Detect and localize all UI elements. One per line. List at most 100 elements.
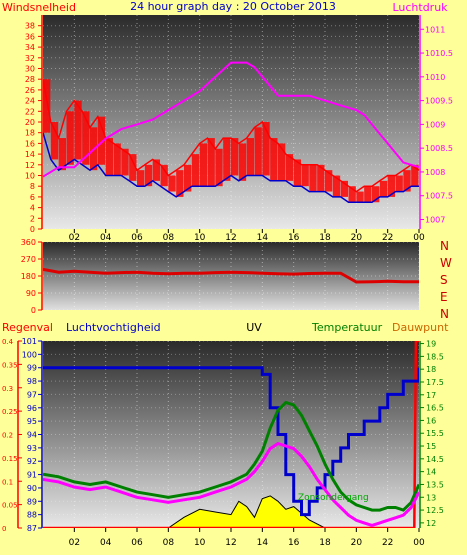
temperature-tick-label: 15 (426, 442, 436, 451)
wind-speed-bar (238, 143, 247, 181)
dewpoint-line (43, 441, 419, 527)
temperature-tick-label: 12.5 (426, 506, 444, 515)
pressure-line (43, 61, 419, 178)
wind-speed-bar (50, 122, 59, 160)
wind-speed-bar (364, 186, 372, 203)
rain-ticks: 0 0.05 0.1 0.15 0.2 0.25 0.3 0.35 0.4 (2, 338, 22, 533)
humidity-tick-label: 90 (27, 484, 37, 493)
chart-title: 24 hour graph day : 20 October 2013 (130, 0, 336, 13)
wind-speed-bar (113, 143, 121, 176)
x-tick-label: 14 (257, 538, 269, 548)
wind-direction-plot-area (43, 242, 419, 310)
x-tick-label: 06 (131, 233, 143, 243)
rain-tick-label: 0.4 (2, 338, 14, 346)
rain-tick-label: 0.05 (2, 502, 18, 510)
wind-speed-bar (137, 170, 145, 187)
rain-axis-label: Regenval (2, 321, 53, 334)
temperature-tick-label: 12 (426, 519, 436, 528)
wind-gust-line (43, 132, 419, 204)
temperature-tick-label: 19 (426, 340, 436, 349)
x-tick-label: 02 (69, 538, 80, 548)
pressure-ticks: 1007 1007.5 1008 1008.5 1009 1009.5 1010 1010.5… (420, 25, 453, 224)
wind-speed-tick-label: 14 (25, 150, 35, 159)
pressure-tick-label: 1010 (425, 73, 445, 82)
rain-tick-label: 0.25 (2, 408, 18, 416)
x-tick-label: 10 (194, 233, 206, 243)
wind-speed-bar (231, 138, 239, 176)
rain-tick-label: 0.3 (2, 385, 13, 393)
temperature-line (43, 400, 419, 512)
wind-speed-bar (309, 164, 317, 192)
wind-speed-tick-label: 20 (25, 118, 35, 127)
wind-direction-tick-label: 270 (21, 255, 36, 264)
wind-speed-bar (121, 148, 129, 176)
wind-direction-ticks: 0 90 180 270 360 (21, 238, 42, 315)
wind-direction-tick-label: 90 (26, 289, 36, 298)
x-tick-label: 04 (100, 233, 112, 243)
wind-speed-tick-label: 28 (25, 75, 35, 84)
wind-speed-bar (403, 170, 411, 192)
humidity-tick-label: 97 (27, 390, 37, 399)
x-tick-label: 22 (382, 538, 393, 548)
wind-speed-bar (152, 159, 160, 181)
uv-axis-label: UV (246, 321, 262, 334)
wind-direction-series (43, 267, 419, 284)
wind-speed-bar (74, 100, 82, 160)
wind-speed-bar (325, 170, 333, 192)
humidity-tick-label: 87 (27, 524, 37, 533)
temperature-tick-label: 16 (426, 416, 436, 425)
x-tick-label: 00 (413, 538, 425, 548)
wind-speed-bar (395, 175, 403, 192)
x-tick-label: 16 (288, 538, 300, 548)
x-tick-label: 02 (69, 233, 80, 243)
humidity-tick-label: 94 (27, 431, 37, 440)
humidity-line (43, 366, 419, 517)
humidity-tick-label: 99 (27, 364, 37, 373)
dewpoint-axis-label: Dauwpunt (392, 321, 449, 334)
wind-speed-bar (184, 164, 192, 192)
wind-speed-tick-label: 34 (25, 43, 35, 52)
temperature-tick-label: 16.5 (426, 404, 444, 413)
wind-speed-tick-label: 10 (25, 172, 35, 181)
pressure-tick-label: 1009 (425, 120, 445, 129)
pressure-tick-label: 1009.5 (425, 97, 453, 106)
sunset-annotation: Zonsondergang (298, 493, 369, 503)
wind-speed-tick-label: 36 (25, 32, 35, 41)
wind-speed-bar (301, 164, 309, 187)
x-tick-label: 08 (163, 538, 175, 548)
wind-speed-bar (176, 170, 184, 197)
wind-speed-tick-label: 6 (30, 193, 35, 202)
wind-speed-tick-label: 32 (25, 54, 35, 63)
wind-speed-bar (66, 111, 74, 165)
temperature-tick-label: 14 (426, 468, 436, 477)
x-tick-label: 06 (131, 538, 143, 548)
wind-speed-bar (160, 164, 168, 187)
wind-speed-bar (285, 154, 294, 181)
wind-speed-bar (105, 138, 113, 176)
wind-speed-bar (372, 186, 380, 203)
temperature-tick-label: 17 (426, 391, 436, 400)
humidity-tick-label: 96 (27, 404, 37, 413)
humidity-tick-label: 95 (27, 417, 37, 426)
x-tick-label: 10 (194, 538, 206, 548)
wind-speed-tick-label: 26 (25, 86, 35, 95)
x-tick-label: 16 (288, 233, 300, 243)
wind-speed-bar (199, 143, 207, 187)
compass-letters: N W S E N (440, 239, 452, 321)
wind-speed-bar (223, 138, 231, 181)
humidity-tick-label: 98 (27, 377, 37, 386)
wind-speed-bar (340, 180, 348, 197)
wind-speed-tick-label: 2 (30, 214, 35, 223)
wind-speed-bar (348, 186, 356, 203)
compass-letter-n-bottom: N (440, 307, 449, 321)
compass-letter-s: S (440, 273, 448, 287)
x-tick-label: 12 (225, 538, 236, 548)
x-tick-label: 20 (351, 538, 363, 548)
rain-tick-label: 0.15 (2, 455, 18, 463)
temperature-tick-label: 13.5 (426, 480, 444, 489)
x-tick-label: 14 (257, 233, 269, 243)
rain-tick-label: 0 (2, 525, 6, 533)
pressure-tick-label: 1008.5 (425, 144, 453, 153)
wind-speed-bar (58, 138, 66, 171)
